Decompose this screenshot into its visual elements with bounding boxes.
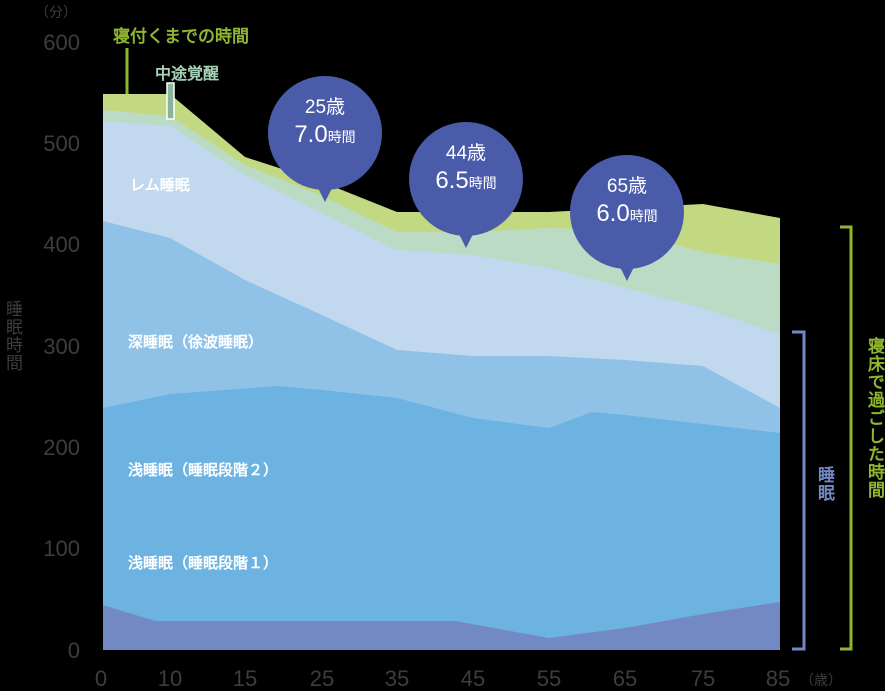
x-tick-45: 45 (460, 666, 486, 691)
balloon-hours: 6.0時間 (570, 198, 684, 229)
sleep-bracket-label: 睡眠 (814, 466, 834, 502)
area-stage1 (103, 602, 780, 657)
latency-label: 寝付くまでの時間 (113, 27, 249, 47)
y-tick-400: 400 (43, 232, 80, 257)
y-axis-title: 睡眠時間 (2, 300, 22, 372)
hours-unit: 時間 (468, 174, 497, 191)
area-stage2 (103, 386, 780, 657)
in-bed-bracket (840, 225, 853, 651)
hours-value: 6.0 (596, 199, 630, 227)
x-tick-65: 65 (612, 666, 638, 691)
x-tick-35: 35 (384, 666, 410, 691)
balloon-age-65: 65歳 6.0時間 (570, 155, 684, 269)
in-bed-bracket-label: 寝床で過ごした時間 (864, 337, 884, 499)
hours-value: 6.5 (435, 166, 469, 194)
sleep-bracket (792, 330, 806, 651)
balloon-age-44: 44歳 6.5時間 (409, 122, 523, 236)
x-tick-75: 75 (690, 666, 716, 691)
x-tick-10: 10 (157, 666, 183, 691)
hours-unit: 時間 (629, 207, 658, 224)
balloon-age: 44歳 (445, 143, 487, 164)
waso-pointer (166, 82, 175, 120)
waso-label: 中途覚醒 (155, 64, 220, 83)
x-tick-85: 85 (765, 666, 791, 691)
hours-value: 7.0 (294, 120, 328, 148)
balloon-hours: 7.0時間 (268, 119, 382, 150)
y-axis-unit: （分） (35, 5, 77, 21)
rem-label: レム睡眠 (130, 176, 190, 194)
hours-unit: 時間 (327, 128, 356, 145)
x-axis-unit: （歳） (800, 673, 842, 689)
deep-sleep-label: 深睡眠（徐波睡眠） (128, 333, 264, 351)
y-tick-600: 600 (43, 30, 80, 55)
y-tick-200: 200 (43, 435, 80, 460)
y-tick-300: 300 (43, 334, 80, 359)
x-tick-55: 55 (536, 666, 562, 691)
y-tick-100: 100 (43, 536, 80, 561)
stage1-label: 浅睡眠（睡眠段階１） (128, 554, 279, 572)
balloon-age: 65歳 (606, 176, 648, 197)
x-tick-25: 25 (309, 666, 335, 691)
x-tick-15: 15 (232, 666, 258, 691)
balloon-age: 25歳 (304, 97, 346, 118)
y-tick-500: 500 (43, 131, 80, 156)
y-tick-0: 0 (67, 638, 80, 663)
balloon-hours: 6.5時間 (409, 165, 523, 196)
balloon-age-25: 25歳 7.0時間 (268, 76, 382, 190)
x-tick-0: 0 (94, 666, 108, 691)
stage2-label: 浅睡眠（睡眠段階２） (128, 461, 279, 479)
